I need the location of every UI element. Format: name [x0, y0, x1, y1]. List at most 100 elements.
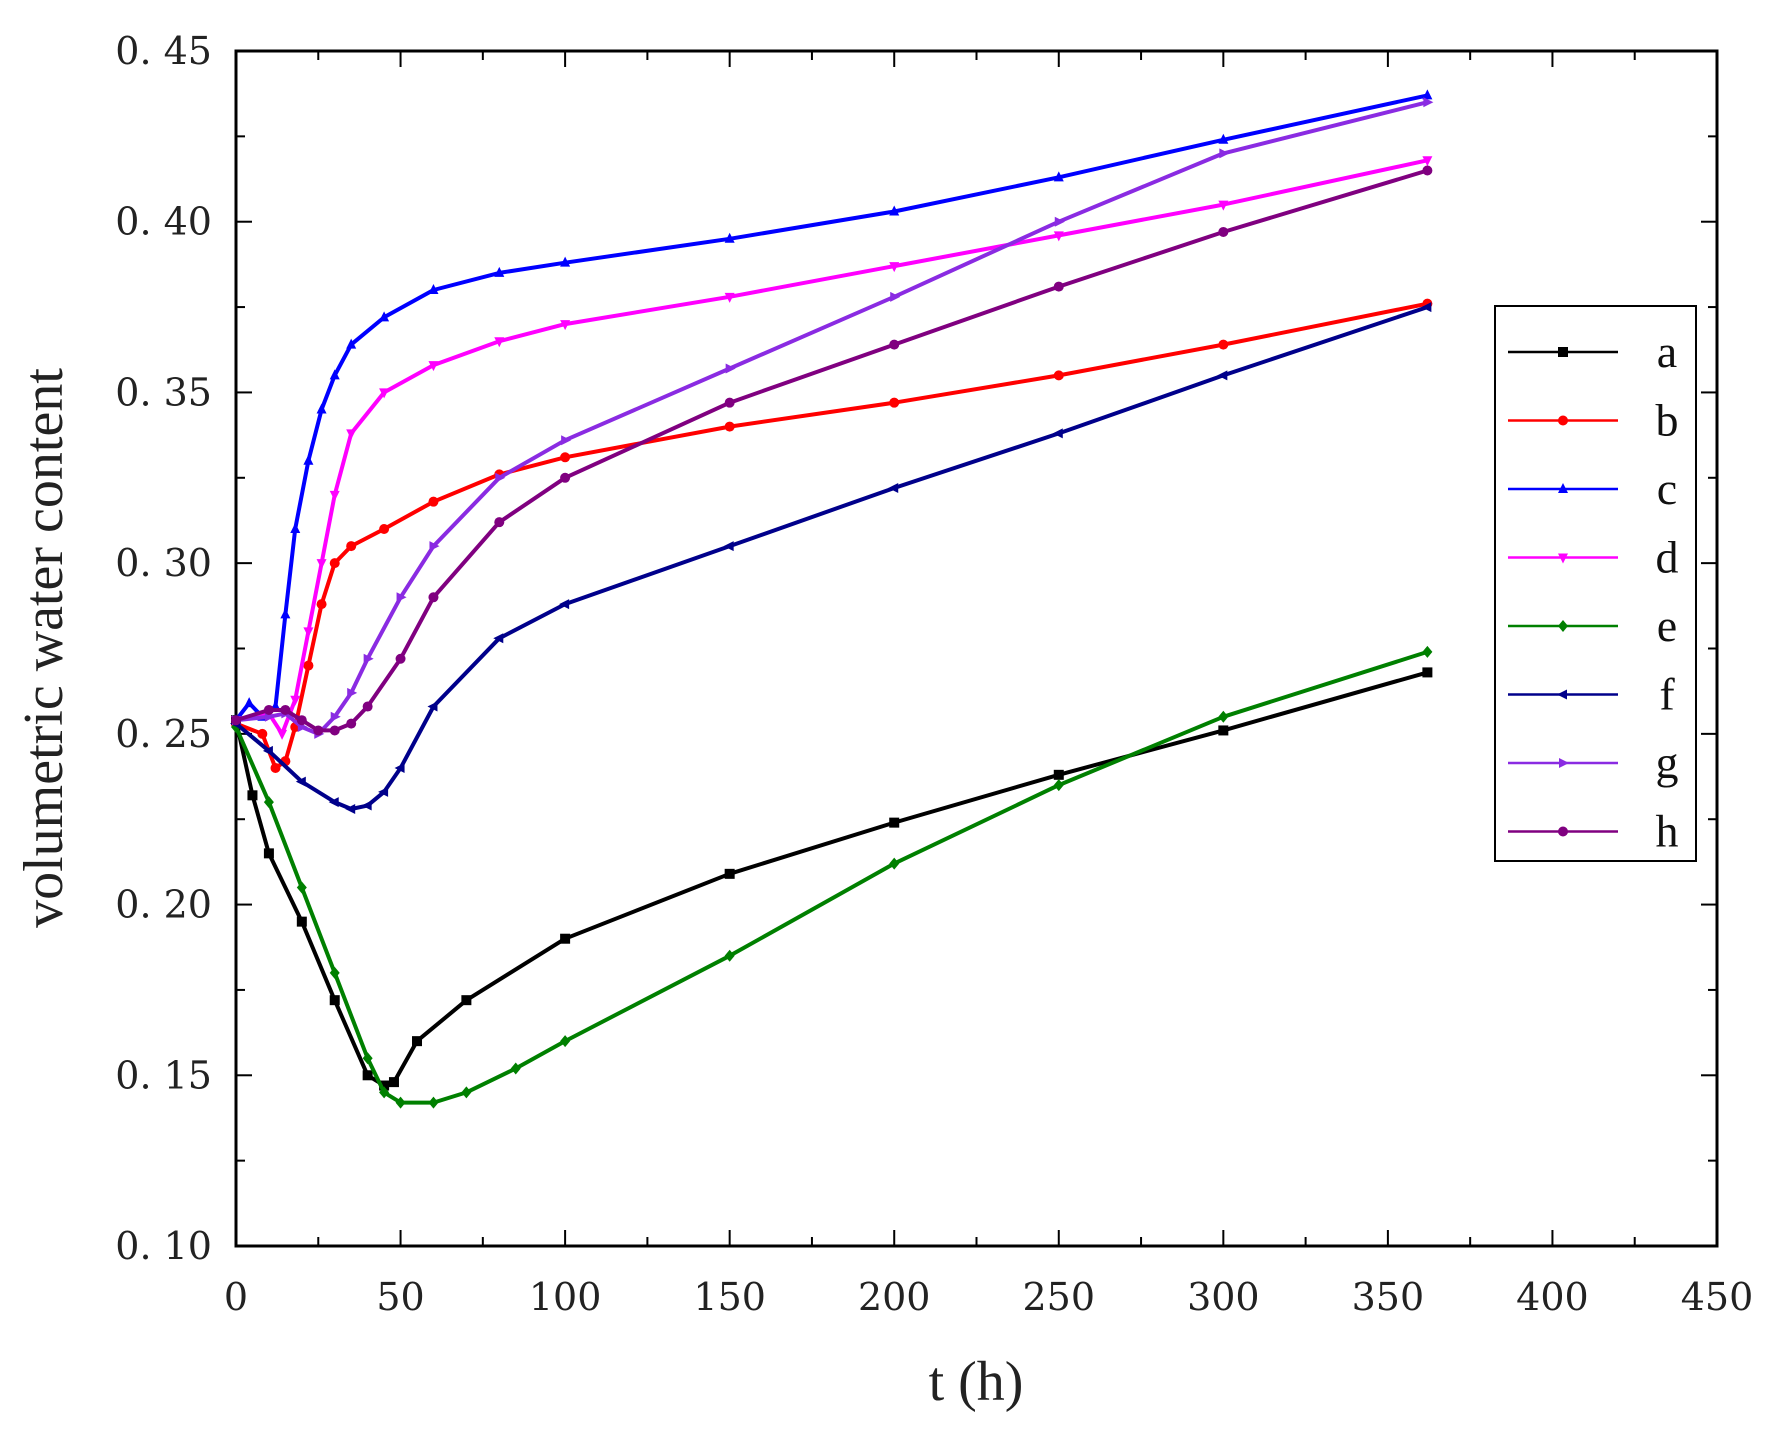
data-point-f [345, 803, 356, 814]
data-point-e [560, 1035, 571, 1048]
data-point-c [1422, 89, 1433, 100]
y-tick-label: 0. 20 [115, 883, 212, 927]
data-point-f [559, 599, 570, 610]
data-point-h [296, 715, 307, 726]
data-point-h [889, 339, 900, 350]
data-point-g [347, 687, 358, 698]
data-point-a [1218, 725, 1229, 736]
data-point-c [303, 454, 314, 465]
data-point-c [724, 232, 735, 243]
data-point-g [1423, 97, 1434, 108]
data-point-f [361, 800, 372, 811]
data-point-e [724, 949, 735, 962]
x-tick-label: 350 [1352, 1275, 1425, 1319]
legend-marker-h [1558, 826, 1568, 837]
data-point-d [316, 559, 327, 570]
data-point-a [1053, 769, 1064, 780]
data-point-f [888, 483, 899, 494]
data-point-c [290, 523, 301, 533]
x-axis: 0 50 100 150 200 250 300 350 400 450 [224, 51, 1753, 1319]
data-point-d [494, 337, 505, 348]
legend-marker-f [1557, 689, 1567, 700]
data-point-f [295, 776, 306, 787]
legend-label-f: f [1659, 669, 1675, 720]
data-point-b [303, 660, 314, 671]
legend-marker-g [1559, 758, 1569, 768]
data-point-b [257, 728, 268, 739]
data-point-c [560, 256, 571, 267]
data-point-e [263, 796, 274, 809]
data-point-g [429, 541, 440, 552]
series-e [231, 645, 1433, 1109]
x-tick-label: 0 [224, 1275, 248, 1319]
legend-label-c: c [1657, 463, 1677, 514]
data-point-g [495, 472, 506, 483]
series-f [230, 302, 1432, 814]
legend-label-d: d [1656, 532, 1679, 583]
data-point-d [290, 695, 301, 706]
data-point-f [394, 763, 405, 773]
data-point-b [724, 421, 735, 432]
data-point-e [510, 1062, 521, 1075]
data-point-a [889, 817, 900, 828]
data-point-f [1421, 302, 1432, 313]
data-point-b [428, 496, 439, 507]
data-point-b [1218, 339, 1229, 350]
y-tick-label: 0. 15 [115, 1053, 212, 1097]
data-point-h [263, 704, 274, 715]
y-tick-label: 0. 10 [115, 1224, 212, 1268]
legend-label-b: b [1656, 395, 1679, 446]
data-point-f [1052, 428, 1063, 439]
data-point-g [1054, 216, 1065, 227]
legend-label-a: a [1657, 326, 1677, 377]
legend-marker-d [1558, 553, 1568, 564]
data-point-a [724, 868, 735, 879]
legend-label-h: h [1656, 806, 1679, 857]
data-point-d [1053, 231, 1064, 242]
data-point-h [395, 653, 406, 664]
data-point-b [560, 452, 571, 463]
x-axis-title: t (h) [929, 1351, 1024, 1413]
data-point-e [379, 1086, 390, 1099]
data-point-g [725, 363, 736, 374]
data-point-f [427, 701, 438, 712]
data-point-c [428, 284, 439, 294]
series-c [231, 89, 1433, 725]
x-tick-label: 450 [1681, 1275, 1754, 1319]
data-point-a [296, 916, 307, 927]
series-line-f [234, 305, 1430, 811]
y-tick-label: 0. 45 [115, 29, 212, 73]
y-tick-label: 0. 35 [115, 370, 212, 414]
data-point-a [379, 1080, 390, 1091]
data-point-h [560, 472, 571, 483]
data-point-d [1422, 156, 1433, 167]
data-point-b [270, 763, 281, 773]
data-point-g [1219, 148, 1230, 159]
data-point-a [388, 1077, 399, 1088]
data-point-h [231, 715, 241, 726]
legend-marker-a [1558, 347, 1568, 357]
data-point-a [263, 848, 274, 859]
data-point-a [247, 790, 258, 801]
data-point-g [363, 653, 374, 664]
x-tick-label: 150 [693, 1275, 766, 1319]
data-point-h [280, 704, 291, 715]
legend-marker-c [1558, 483, 1568, 493]
data-point-e [395, 1096, 406, 1109]
x-tick-label: 100 [529, 1275, 602, 1319]
data-point-d [889, 262, 900, 273]
data-point-d [329, 490, 340, 501]
data-point-a [560, 933, 571, 944]
y-tick-label: 0. 40 [115, 200, 212, 244]
data-point-h [346, 718, 357, 729]
data-point-c [1218, 133, 1229, 144]
data-point-h [1422, 165, 1433, 176]
data-point-h [313, 725, 324, 736]
data-point-c [494, 266, 505, 277]
data-point-e [329, 966, 340, 979]
legend-label-e: e [1657, 600, 1677, 651]
data-point-c [280, 608, 291, 619]
legend-marker-e [1558, 620, 1568, 632]
data-point-b [346, 541, 357, 552]
